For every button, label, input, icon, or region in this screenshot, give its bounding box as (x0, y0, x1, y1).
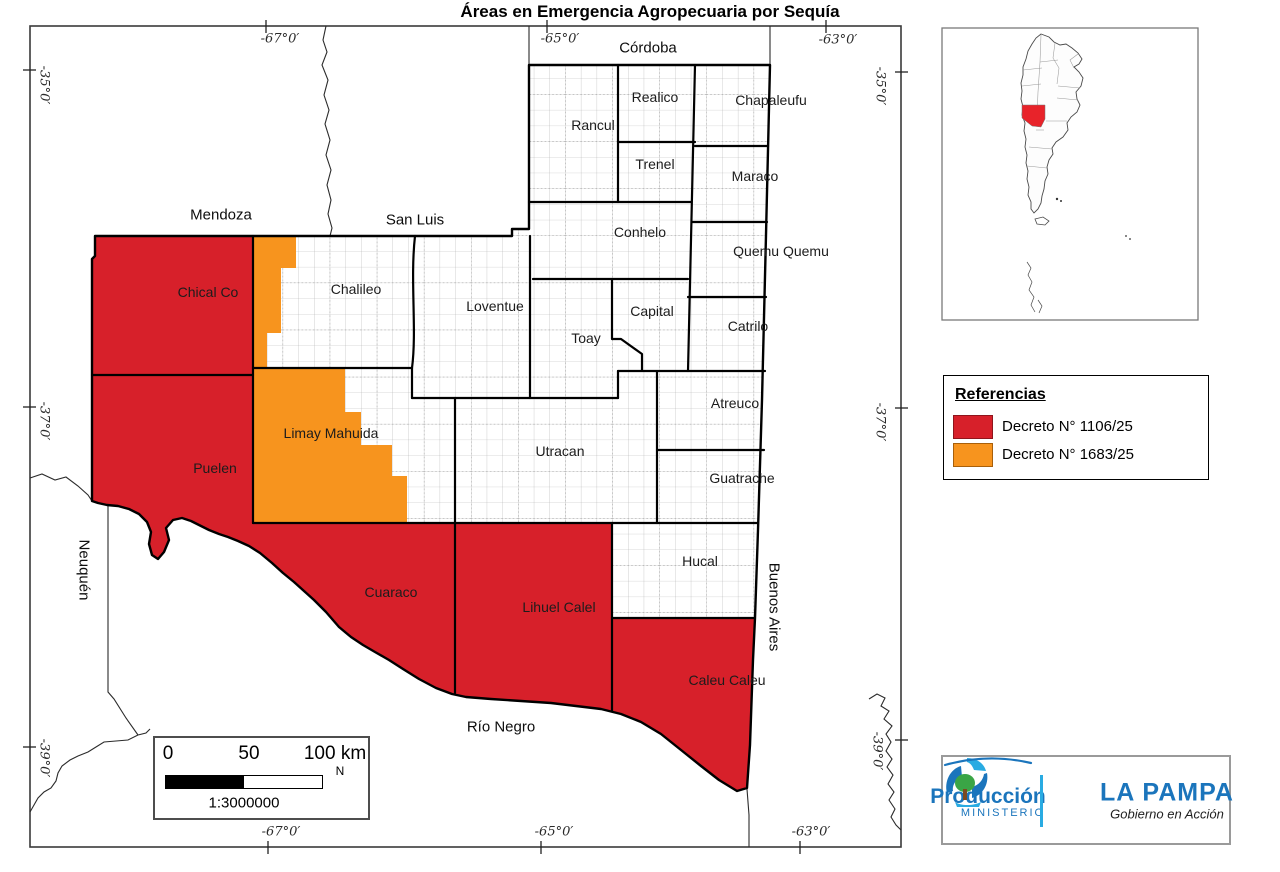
la-pampa-outer-boundary (90, 63, 772, 793)
logo-ministry-name: Producción (930, 785, 1046, 808)
department-label-hucal: Hucal (682, 553, 718, 569)
department-label-toay: Toay (571, 330, 601, 346)
atlantic-coastline (868, 693, 902, 831)
inset-la-pampa-highlight (1021, 104, 1046, 128)
province-label-mendoza: Mendoza (190, 206, 252, 224)
inset-islands (1055, 197, 1131, 240)
logo-separator (1040, 775, 1043, 827)
department-label-catrilo: Catrilo (727, 318, 769, 334)
argentina-outline (1020, 33, 1084, 214)
graticule-label-bottom-67: -67°0′ (261, 824, 301, 840)
legend-swatch-decreto-1106 (953, 415, 993, 439)
legend: Referencias Decreto N° 1106/25 Decreto N… (943, 375, 1209, 480)
province-label-buenos-aires: Buenos Aires (765, 562, 783, 652)
rio-negro-river-spur (137, 728, 151, 736)
department-label-conhelo: Conhelo (613, 224, 667, 240)
legend-item-label-1683: Decreto N° 1683/25 (1002, 446, 1134, 463)
department-label-caleu-caleu: Caleu Caleu (688, 672, 766, 688)
department-label-rancul: Rancul (571, 117, 615, 133)
graticule-label-top-65: -65°0′ (540, 31, 580, 47)
page-title: Áreas en Emergencia Agropecuaria por Seq… (460, 2, 840, 21)
province-label-neuquen: Neuquén (75, 539, 93, 601)
department-label-limay-mahuida: Limay Mahuida (283, 425, 379, 441)
la-pampa-shield-icon (946, 758, 988, 807)
rio-colorado-west (29, 473, 93, 502)
mendoza-sanluis-border (321, 25, 333, 237)
department-label-puelen: Puelen (193, 460, 237, 476)
department-label-trenel: Trenel (635, 156, 675, 172)
scale-tick-50: 50 (238, 743, 260, 764)
logo-slogan: Gobierno en Acción (1110, 806, 1224, 822)
inset-tierra-del-fuego (1034, 216, 1050, 226)
province-label-san-luis: San Luis (385, 211, 445, 229)
department-label-utracan: Utracan (535, 443, 585, 459)
graticule-label-right-39: -39°0′ (869, 731, 885, 771)
logo-province-name: LA PAMPA (1100, 778, 1234, 807)
graticule-label-top-67: -67°0′ (260, 31, 300, 47)
north-label: N (335, 764, 345, 778)
logo-swoosh (943, 757, 1033, 767)
scale-bar-box: 0 50 100 km 1:3000000 N (153, 736, 370, 820)
department-borders (90, 63, 770, 713)
province-label-rio-negro: Río Negro (466, 718, 536, 736)
graticule-label-bottom-63: -63°0′ (791, 824, 831, 840)
legend-item-label-1106: Decreto N° 1106/25 (1002, 418, 1133, 435)
ministry-logo-box: Producción MINISTERIO LA PAMPA Gobierno … (930, 755, 1234, 845)
graticule-label-left-37: -37°0′ (36, 401, 52, 441)
graticule-label-left-35: -35°0′ (36, 65, 52, 105)
graticule-label-bottom-65: -65°0′ (534, 824, 574, 840)
department-label-quemu-quemu: Quemu Quemu (733, 243, 829, 259)
graticule-ticks (23, 20, 908, 854)
graticule-label-right-35: -35°0′ (872, 66, 888, 106)
neighbour-province-borders (29, 25, 902, 847)
scale-bar-graphic (165, 775, 323, 789)
department-label-capital: Capital (630, 303, 674, 319)
department-label-cuaraco: Cuaraco (364, 584, 418, 600)
department-label-realico: Realico (631, 89, 679, 105)
department-label-maraco: Maraco (731, 168, 779, 184)
scale-ratio: 1:3000000 (208, 794, 280, 812)
department-label-chapaleufu: Chapaleufu (735, 92, 807, 108)
graticule-label-left-39: -39°0′ (36, 738, 52, 778)
limay-river (29, 734, 139, 813)
legend-swatch-decreto-1683 (953, 443, 993, 467)
buenosaires-rionegro-border (746, 788, 750, 847)
scale-tick-0: 0 (162, 743, 174, 764)
logo-ministry-type: MINISTERIO (960, 807, 1046, 819)
department-label-lihuel-calel: Lihuel Calel (522, 599, 596, 615)
department-label-chical-co: Chical Co (177, 284, 239, 300)
graticule-label-top-63: -63°0′ (818, 32, 858, 48)
inset-antarctica (1026, 261, 1043, 314)
inset-province-borders (1021, 34, 1081, 169)
department-label-atreuco: Atreuco (710, 395, 760, 411)
scale-bar-black-half (166, 776, 244, 788)
legend-title: Referencias (955, 386, 1046, 403)
argentina-inset-map (941, 27, 1199, 321)
province-label-cordoba: Córdoba (619, 39, 677, 57)
scale-tick-100: 100 km (303, 743, 367, 764)
neuquen-rionegro-border (107, 505, 139, 736)
graticule-label-right-37: -37°0′ (872, 402, 888, 442)
department-label-loventue: Loventue (466, 298, 524, 314)
department-label-chalileo: Chalileo (330, 281, 382, 297)
department-label-guatrache: Guatrache (709, 470, 775, 486)
